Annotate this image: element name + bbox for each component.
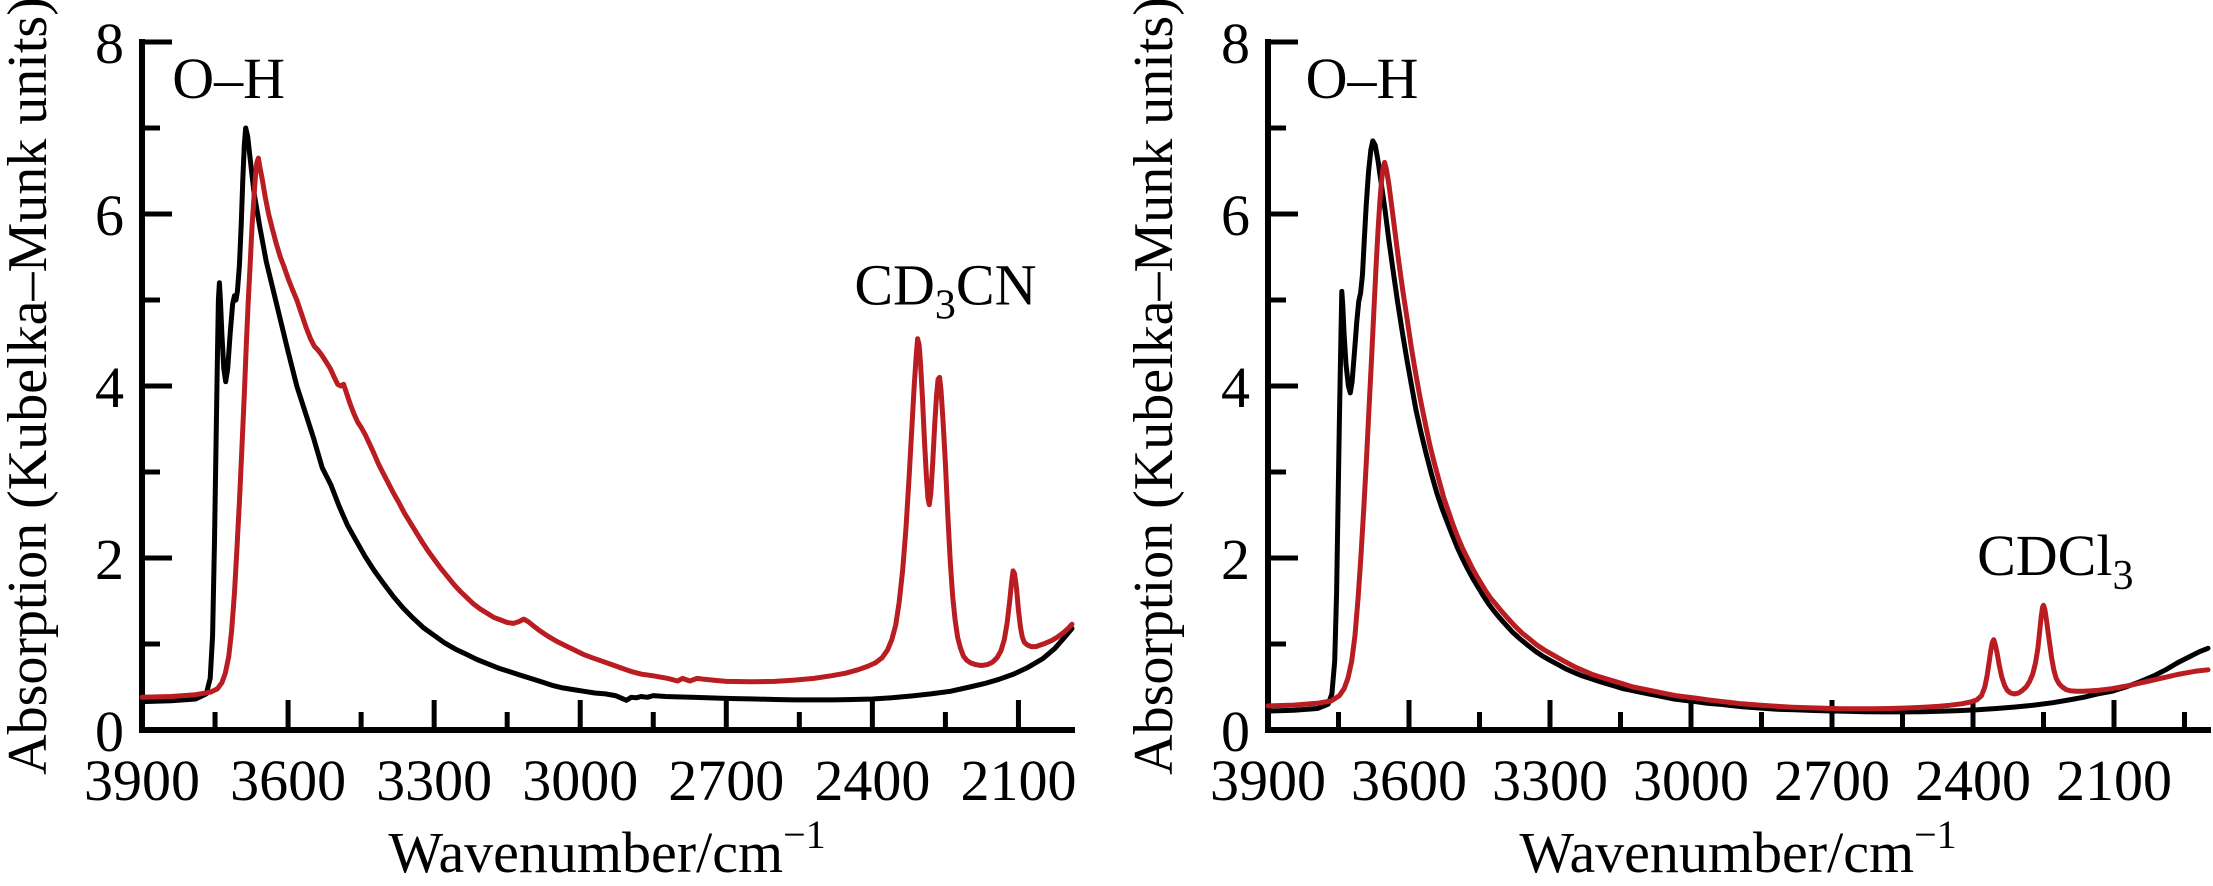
right-black-spectrum (1265, 138, 2211, 715)
left-x-axis-label: Wavenumber/cm−1 (388, 812, 825, 885)
x-tick-label-3600: 3600 (230, 748, 346, 813)
left-axes (139, 39, 1075, 733)
y-tick-label-6: 6 (95, 183, 124, 248)
x-tick-label-2100: 2100 (2056, 748, 2172, 813)
right-oh-label: O–H (1306, 46, 1419, 111)
y-tick-label-8: 8 (95, 11, 124, 76)
left-oh-label: O–H (172, 46, 285, 111)
x-tick-label-2400: 2400 (814, 748, 930, 813)
x-tick-label-3900: 3900 (84, 748, 200, 813)
left-red-spectrum (139, 155, 1075, 700)
y-tick-label-2: 2 (1221, 527, 1250, 592)
x-tick-label-3300: 3300 (1492, 748, 1608, 813)
x-tick-label-3000: 3000 (1633, 748, 1749, 813)
right-y-axis-label: Absorption (Kubelka–Munk units) (1123, 0, 1185, 775)
spectrum-panel-left: 0 2 4 6 8 3900 3600 3300 3000 2700 2400 2100 Wavenum… (0, 0, 1076, 885)
x-tick-label-3300: 3300 (376, 748, 492, 813)
right-cdcl3-label: CDCl3 (1977, 523, 2133, 599)
y-tick-label-2: 2 (95, 527, 124, 592)
x-tick-label-2100: 2100 (960, 748, 1076, 813)
x-tick-label-3600: 3600 (1351, 748, 1467, 813)
y-tick-label-8: 8 (1221, 11, 1250, 76)
left-cd3cn-label: CD3CN (854, 252, 1036, 328)
x-tick-label-2400: 2400 (1915, 748, 2031, 813)
x-tick-label-2700: 2700 (668, 748, 784, 813)
y-tick-label-4: 4 (95, 355, 124, 420)
right-x-axis-label: Wavenumber/cm−1 (1519, 812, 1956, 885)
x-tick-label-2700: 2700 (1774, 748, 1890, 813)
right-axes (1265, 39, 2211, 733)
spectrum-panel-right: 0 2 4 6 8 3900 3600 3300 3000 2700 2400 2100 Wavenum… (1123, 0, 2211, 885)
y-tick-label-4: 4 (1221, 355, 1250, 420)
right-red-spectrum (1265, 159, 2211, 712)
y-tick-label-0: 0 (95, 699, 124, 764)
left-black-spectrum (139, 125, 1075, 705)
y-tick-label-6: 6 (1221, 183, 1250, 248)
x-tick-label-3900: 3900 (1210, 748, 1326, 813)
x-tick-label-3000: 3000 (522, 748, 638, 813)
left-y-axis-label: Absorption (Kubelka–Munk units) (0, 0, 59, 775)
y-tick-label-0: 0 (1221, 699, 1250, 764)
